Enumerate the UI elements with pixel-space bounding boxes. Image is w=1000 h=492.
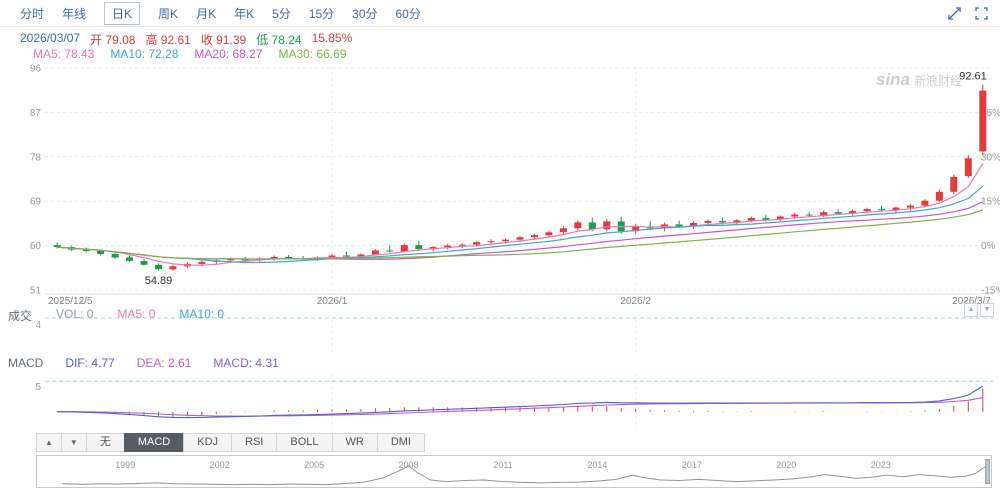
tab-15min[interactable]: 15分 [308,6,335,21]
navigator-year-label: 2020 [776,460,796,470]
svg-text:51: 51 [30,286,42,297]
svg-text:-15%: -15% [981,286,1000,297]
svg-text:4: 4 [35,320,41,331]
svg-text:2026/1: 2026/1 [317,296,348,307]
macd-header: MACD DIF: 4.77 DEA: 2.61 MACD: 4.31 [8,356,279,370]
indicator-bar: ▲ ▼ 无 MACD KDJ RSI BOLL WR DMI [36,433,425,452]
volume-value: VOL: 0 [56,307,94,321]
ind-tab-none[interactable]: 无 [85,433,125,452]
svg-text:2026/2: 2026/2 [620,296,651,307]
macd-pane-title: MACD [8,356,44,370]
ind-tab-boll[interactable]: BOLL [276,433,333,452]
svg-text:78: 78 [30,152,42,163]
ohlc-high: 高 92.61 [145,33,191,47]
watermark-text: 新浪财经 [914,74,963,88]
watermark: sina 新浪财经 [876,70,962,90]
svg-text:96: 96 [30,64,42,75]
ohlc-change: 15.85% [311,31,353,45]
tab-year-line[interactable]: 年线 [62,6,87,21]
indicator-down-button[interactable]: ▼ [60,433,87,452]
navigator-year-label: 2023 [871,460,891,470]
navigator-year-label: 2017 [682,460,702,470]
tab-time-sharing[interactable]: 分时 [20,6,45,21]
indicator-up-button[interactable]: ▲ [36,433,62,452]
svg-text:5: 5 [35,382,41,393]
tab-30min[interactable]: 30分 [352,6,378,21]
svg-text:92.61: 92.61 [959,71,987,83]
ind-tab-dmi[interactable]: DMI [376,433,425,452]
ma-lines [57,163,984,266]
svg-text:60: 60 [30,241,42,252]
navigator-year-label: 2008 [398,460,418,470]
svg-text:2026/3/7: 2026/3/7 [952,296,991,307]
svg-text:45%: 45% [981,108,1000,119]
ind-tab-rsi[interactable]: RSI [231,433,278,452]
tab-5min[interactable]: 5分 [272,6,291,21]
ohlc-date: 2026/03/07 [20,31,81,45]
ohlc-low: 低 78.24 [256,33,302,47]
macd-hist-value: MACD: 4.31 [213,356,279,370]
tab-monthly-k[interactable]: 月K [196,6,217,21]
toolbar-icons [948,7,988,20]
ind-tab-macd[interactable]: MACD [123,433,185,452]
svg-text:54.89: 54.89 [145,275,173,287]
pane-controls: ▲ ▼ [962,303,994,317]
macd-dif-value: DIF: 4.77 [65,356,115,370]
svg-text:2025/12/5: 2025/12/5 [48,296,93,307]
svg-text:30%: 30% [981,152,1000,163]
tab-60min[interactable]: 60分 [395,6,421,21]
fullscreen-icon[interactable] [975,7,988,20]
volume-ma5-value: MA5: 0 [117,307,156,321]
navigator-year-label: 2005 [304,460,324,470]
navigator-year-label: 2011 [493,460,512,470]
ind-tab-wr[interactable]: WR [331,433,378,452]
svg-text:15%: 15% [981,197,1000,208]
svg-text:87: 87 [30,108,42,119]
grid-lines [45,66,993,429]
pane-down-icon[interactable]: ▼ [980,303,994,317]
volume-pane-graphics: 4 [35,317,993,331]
ohlc-info: 2026/03/07 开 79.08 高 92.61 收 91.39 低 78.… [20,31,352,48]
axis-labels: 96 87 78 69 60 51 45% 30% 15% 0% -15% 2025/12/5 2026… [30,64,1000,308]
pane-up-icon[interactable]: ▲ [964,303,978,317]
navigator-year-label: 1999 [115,460,135,470]
navigator-handle[interactable] [985,459,990,484]
tab-daily-k[interactable]: 日K [104,1,141,25]
navigator-year-label: 2002 [210,460,230,470]
volume-header: 成交 VOL: 0 MA5: 0 MA10: 0 [8,307,224,324]
svg-text:69: 69 [30,197,42,208]
sina-logo: sina [876,70,911,89]
ind-tab-kdj[interactable]: KDJ [183,433,233,452]
ma5-value: MA5: 78.43 [33,47,95,61]
expand-arrows-icon[interactable] [948,7,961,20]
navigator-chart[interactable]: 1999 2002 2005 2008 2011 2014 2017 2020 2023 [37,456,991,487]
volume-pane-title: 成交 [8,309,33,323]
tab-weekly-k[interactable]: 周K [158,6,179,21]
navigator-year-label: 2014 [587,460,607,470]
ohlc-open: 开 79.08 [90,33,136,47]
ma10-value: MA10: 72.28 [110,47,179,61]
tab-yearly-k[interactable]: 年K [234,6,255,21]
navigator[interactable]: 1999 2002 2005 2008 2011 2014 2017 2020 2023 [36,455,992,488]
period-toolbar: 分时 年线 日K 周K 月K 年K 5分 15分 30分 60分 [0,0,1000,27]
ohlc-close: 收 91.39 [200,33,247,47]
ma20-value: MA20: 68.27 [194,47,263,61]
price-annotations: 92.61 54.89 [145,71,987,287]
svg-text:0%: 0% [981,241,996,252]
ma30-value: MA30: 66.69 [278,47,347,61]
volume-ma10-value: MA10: 0 [179,307,225,321]
macd-dea-value: DEA: 2.61 [136,356,192,370]
macd-pane-graphics: 5 [35,380,993,419]
ma-info: MA5: 78.43 MA10: 72.28 MA20: 68.27 MA30:… [33,47,347,61]
navigator-history-line [62,465,985,486]
